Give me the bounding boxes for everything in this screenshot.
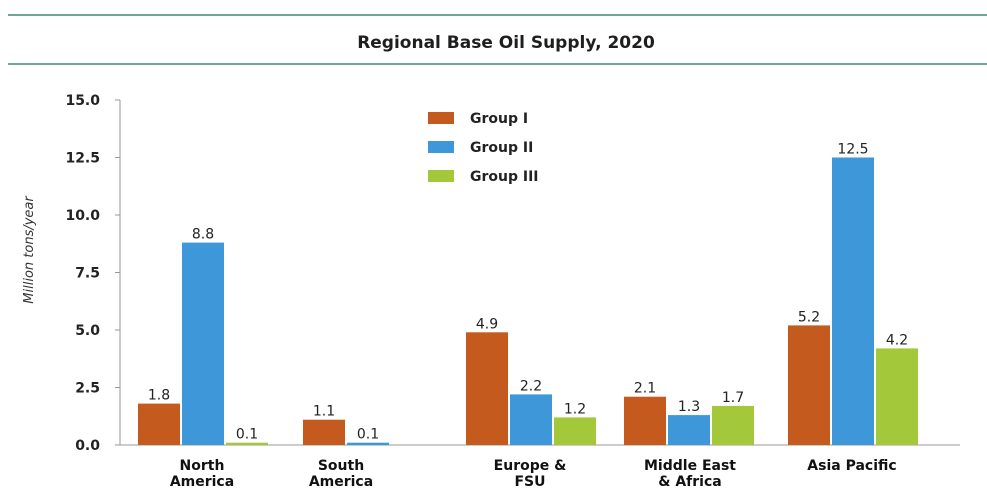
y-tick-label: 0.0 — [75, 438, 100, 454]
legend-swatch — [428, 141, 454, 153]
bar-group-ii — [182, 242, 224, 445]
legend-label: Group II — [470, 140, 533, 156]
bar-group-iii — [554, 417, 596, 445]
y-axis-label: Million tons/year — [22, 195, 37, 304]
bar-group-i — [466, 332, 508, 445]
x-tick-label: South — [318, 458, 364, 474]
bar-group-i — [624, 396, 666, 445]
data-label: 1.8 — [148, 388, 170, 404]
data-label: 1.7 — [722, 390, 744, 406]
data-label: 12.5 — [837, 142, 868, 158]
data-label: 2.1 — [634, 381, 656, 397]
legend-swatch — [428, 112, 454, 124]
legend-label: Group I — [470, 111, 528, 127]
bar-group-ii — [347, 442, 389, 445]
bar-group-iii — [226, 442, 268, 445]
chart-title: Regional Base Oil Supply, 2020 — [357, 33, 655, 53]
y-tick-label: 5.0 — [75, 323, 100, 339]
legend-swatch — [428, 170, 454, 182]
data-label: 5.2 — [798, 309, 820, 325]
data-label: 4.2 — [886, 332, 908, 348]
bar-group-ii — [510, 394, 552, 445]
data-label: 4.9 — [476, 316, 498, 332]
data-label: 0.1 — [357, 427, 379, 443]
data-label: 2.2 — [520, 378, 542, 394]
bar-group-ii — [832, 157, 874, 445]
y-tick-label: 10.0 — [65, 208, 100, 224]
bar-group-iii — [876, 348, 918, 445]
x-tick-label: America — [170, 474, 234, 488]
x-tick-label: & Africa — [658, 474, 721, 488]
y-tick-label: 7.5 — [75, 266, 100, 282]
data-label: 1.1 — [313, 404, 335, 420]
legend-label: Group III — [470, 169, 539, 185]
bars-group — [138, 157, 918, 445]
bar-group-i — [788, 325, 830, 445]
bar-group-ii — [668, 415, 710, 445]
x-tick-label: FSU — [514, 474, 545, 488]
legend: Group I Group II Group III — [428, 111, 539, 185]
data-label: 1.3 — [678, 399, 700, 415]
bar-group-i — [303, 419, 345, 445]
y-tick-label: 12.5 — [65, 151, 100, 167]
y-tick-label: 2.5 — [75, 381, 100, 397]
bar-group-i — [138, 403, 180, 445]
x-tick-label: Asia Pacific — [807, 458, 896, 474]
bar-group-iii — [712, 405, 754, 445]
data-label: 8.8 — [192, 227, 214, 243]
x-tick-label: Europe & — [494, 458, 567, 474]
data-labels-group: 1.8 8.8 0.1 1.1 0.1 4.9 2.2 1.2 2.1 1.3 1.7 5.2 12.5… — [148, 142, 908, 443]
x-tick-label: Middle East — [644, 458, 736, 474]
x-tick-label: America — [309, 474, 373, 488]
data-label: 1.2 — [564, 401, 586, 417]
data-label: 0.1 — [236, 427, 258, 443]
x-tick-label: North — [180, 458, 225, 474]
y-axis: 0.0 2.5 5.0 7.5 10.0 12.5 15.0 — [65, 93, 121, 454]
y-tick-label: 15.0 — [65, 93, 100, 109]
